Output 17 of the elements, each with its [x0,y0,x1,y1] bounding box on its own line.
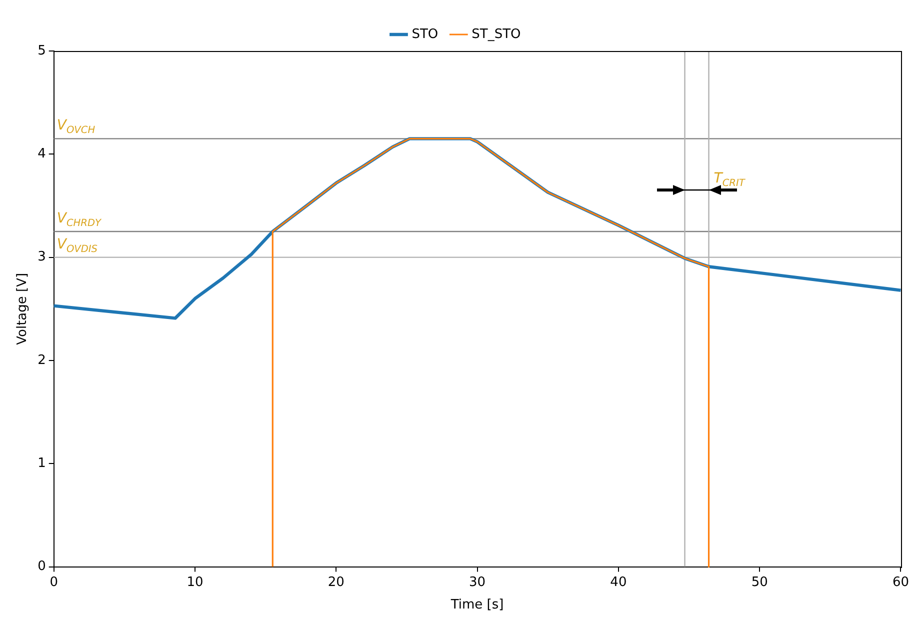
y-axis-title: Voltage [V] [15,272,30,345]
x-tick-label: 50 [751,574,768,590]
x-tick-label: 30 [469,574,486,590]
y-tick-label: 4 [38,146,46,162]
legend-label: STO [412,26,438,42]
y-tick-label: 1 [38,456,46,472]
y-tick-label: 0 [38,559,46,574]
x-tick-label: 60 [892,574,909,590]
y-tick-label: 3 [38,250,46,265]
x-tick-label: 0 [50,574,58,590]
y-tick-label: 5 [38,43,46,58]
legend-label: ST_STO [472,26,521,42]
x-tick-label: 20 [328,574,344,590]
x-tick-label: 10 [186,574,204,590]
x-axis-title: Time [s] [450,598,504,613]
y-tick-label: 2 [38,352,46,368]
x-tick-label: 40 [610,574,627,590]
